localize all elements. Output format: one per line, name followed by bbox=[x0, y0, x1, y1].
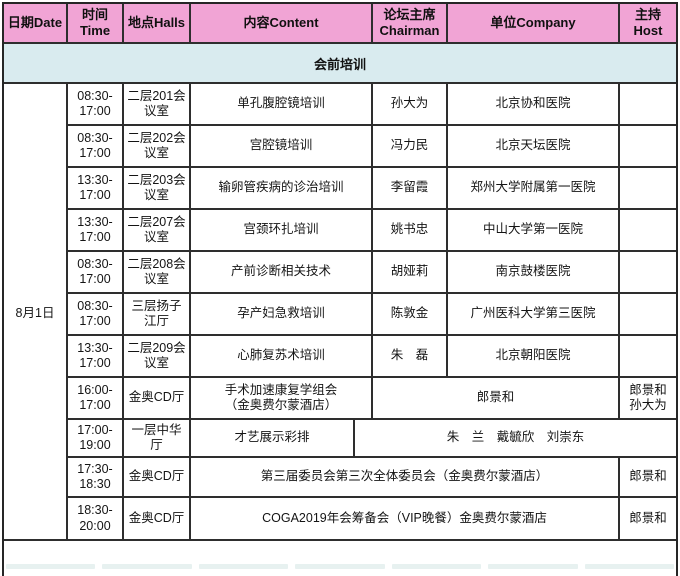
cell-host: 郎景和 孙大为 bbox=[620, 378, 676, 420]
cell-content: 输卵管疾病的诊治培训 bbox=[191, 168, 373, 210]
cell-halls: 金奥CD厅 bbox=[124, 378, 191, 420]
cell-chair: 朱 磊 bbox=[373, 336, 448, 378]
cell-time: 08:30-17:00 bbox=[68, 84, 124, 126]
cell-content-sm: 才艺展示彩排 bbox=[191, 420, 355, 458]
table-row: 08:30-17:00 二层201会议室 单孔腹腔镜培训 孙大为 北京协和医院 bbox=[68, 84, 676, 126]
cell-chair-comp: 郎景和 bbox=[373, 378, 620, 420]
schedule-rows: 08:30-17:00 二层201会议室 单孔腹腔镜培训 孙大为 北京协和医院 08:30… bbox=[68, 84, 676, 541]
cell-comp: 中山大学第一医院 bbox=[448, 210, 620, 252]
next-section-hint bbox=[4, 564, 676, 569]
cell-host: 郎景和 bbox=[620, 458, 676, 498]
cell-time: 13:30-17:00 bbox=[68, 210, 124, 252]
cell-halls: 二层207会议室 bbox=[124, 210, 191, 252]
cell-comp: 南京鼓楼医院 bbox=[448, 252, 620, 294]
cell-host bbox=[620, 294, 676, 336]
cell-halls: 金奥CD厅 bbox=[124, 498, 191, 541]
cell-chair: 胡娅莉 bbox=[373, 252, 448, 294]
cell-content: 产前诊断相关技术 bbox=[191, 252, 373, 294]
empty-row bbox=[4, 541, 676, 574]
table-row: 13:30-17:00 二层207会议室 宫颈环扎培训 姚书忠 中山大学第一医院 bbox=[68, 210, 676, 252]
cell-halls: 二层202会议室 bbox=[124, 126, 191, 168]
cell-host: 郎景和 bbox=[620, 498, 676, 541]
header-cell-time: 时间 Time bbox=[68, 4, 124, 44]
cell-comp: 北京天坛医院 bbox=[448, 126, 620, 168]
cell-host bbox=[620, 168, 676, 210]
table-row: 17:00-19:00 一层中华厅 才艺展示彩排朱 兰 戴毓欣 刘崇东 bbox=[68, 420, 676, 458]
header-cell-chairman: 论坛主席 Chairman bbox=[373, 4, 448, 44]
cell-time: 13:30-17:00 bbox=[68, 336, 124, 378]
table-row: 13:30-17:00 二层203会议室 输卵管疾病的诊治培训 李留霞 郑州大学附属第一… bbox=[68, 168, 676, 210]
cell-comp: 广州医科大学第三医院 bbox=[448, 294, 620, 336]
cell-time: 18:30-20:00 bbox=[68, 498, 124, 541]
cell-halls: 一层中华厅 bbox=[124, 420, 191, 458]
table-header-row: 日期Date 时间 Time 地点Halls 内容Content 论坛主席 Ch… bbox=[4, 4, 676, 44]
cell-chair: 陈敦金 bbox=[373, 294, 448, 336]
cell-halls: 二层203会议室 bbox=[124, 168, 191, 210]
cell-time: 17:30-18:30 bbox=[68, 458, 124, 498]
table-body: 8月1日 08:30-17:00 二层201会议室 单孔腹腔镜培训 孙大为 北京协和医院… bbox=[4, 84, 676, 541]
cell-content: 手术加速康复学组会 （金奥费尔蒙酒店） bbox=[191, 378, 373, 420]
table-row: 13:30-17:00 二层209会议室 心肺复苏术培训朱 磊北京朝阳医院 bbox=[68, 336, 676, 378]
cell-content: 心肺复苏术培训 bbox=[191, 336, 373, 378]
cell-chair: 姚书忠 bbox=[373, 210, 448, 252]
cell-time: 13:30-17:00 bbox=[68, 168, 124, 210]
cell-content: 孕产妇急救培训 bbox=[191, 294, 373, 336]
cell-host bbox=[620, 252, 676, 294]
date-cell: 8月1日 bbox=[4, 84, 68, 541]
cell-halls: 二层201会议室 bbox=[124, 84, 191, 126]
cell-time: 17:00-19:00 bbox=[68, 420, 124, 458]
cell-content-wide: COGA2019年会筹备会（VIP晚餐）金奥费尔蒙酒店 bbox=[191, 498, 620, 541]
table-row: 18:30-20:00 金奥CD厅 COGA2019年会筹备会（VIP晚餐）金奥费尔… bbox=[68, 498, 676, 541]
cell-host bbox=[620, 126, 676, 168]
cell-time: 08:30-17:00 bbox=[68, 294, 124, 336]
cell-chair: 李留霞 bbox=[373, 168, 448, 210]
cell-time: 08:30-17:00 bbox=[68, 252, 124, 294]
header-cell-company: 单位Company bbox=[448, 4, 620, 44]
cell-chair: 孙大为 bbox=[373, 84, 448, 126]
cell-halls: 二层208会议室 bbox=[124, 252, 191, 294]
cell-content: 单孔腹腔镜培训 bbox=[191, 84, 373, 126]
table-row: 17:30-18:30 金奥CD厅 第三届委员会第三次全体委员会（金奥费尔蒙酒店）郎… bbox=[68, 458, 676, 498]
header-cell-halls: 地点Halls bbox=[124, 4, 191, 44]
header-cell-date: 日期Date bbox=[4, 4, 68, 44]
cell-host bbox=[620, 84, 676, 126]
cell-time: 08:30-17:00 bbox=[68, 126, 124, 168]
cell-host bbox=[620, 336, 676, 378]
cell-halls: 金奥CD厅 bbox=[124, 458, 191, 498]
cell-content: 宫颈环扎培训 bbox=[191, 210, 373, 252]
header-cell-content: 内容Content bbox=[191, 4, 373, 44]
cell-chair: 冯力民 bbox=[373, 126, 448, 168]
cell-comp: 郑州大学附属第一医院 bbox=[448, 168, 620, 210]
cell-time: 16:00-17:00 bbox=[68, 378, 124, 420]
table-row: 08:30-17:00 二层208会议室 产前诊断相关技术 胡娅莉 南京鼓楼医院 bbox=[68, 252, 676, 294]
table-row: 08:30-17:00 二层202会议室 宫腔镜培训 冯力民 北京天坛医院 bbox=[68, 126, 676, 168]
cell-halls: 三层扬子江厅 bbox=[124, 294, 191, 336]
cell-comp: 北京朝阳医院 bbox=[448, 336, 620, 378]
cell-halls: 二层209会议室 bbox=[124, 336, 191, 378]
table-row: 08:30-17:00 三层扬子江厅 孕产妇急救培训 陈敦金 广州医科大学第三医院 bbox=[68, 294, 676, 336]
header-cell-host: 主持 Host bbox=[620, 4, 676, 44]
cell-host bbox=[620, 210, 676, 252]
cell-comp: 北京协和医院 bbox=[448, 84, 620, 126]
table-row: 16:00-17:00 金奥CD厅 手术加速康复学组会 （金奥费尔蒙酒店） 郎景和 郎景… bbox=[68, 378, 676, 420]
cell-names: 朱 兰 戴毓欣 刘崇东 bbox=[355, 420, 676, 458]
section-band-pre-conference-training: 会前培训 bbox=[4, 44, 676, 84]
cell-content: 宫腔镜培训 bbox=[191, 126, 373, 168]
cell-content-wide: 第三届委员会第三次全体委员会（金奥费尔蒙酒店） bbox=[191, 458, 620, 498]
